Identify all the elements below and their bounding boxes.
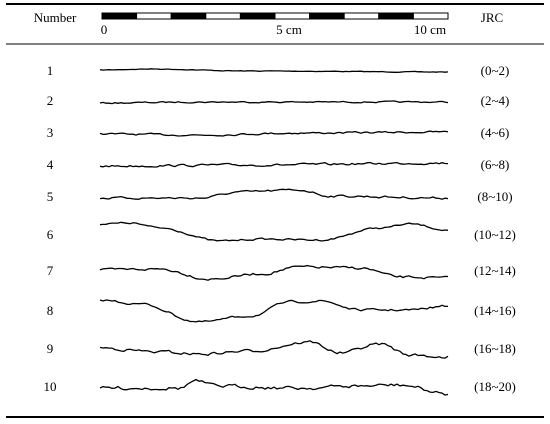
- profile: [99, 378, 449, 396]
- jrc-range: (2~4): [481, 93, 510, 108]
- jrc-range: (4~6): [481, 125, 510, 140]
- row-number: 6: [47, 227, 54, 242]
- scale-segment: [101, 12, 138, 20]
- scale-segment: [205, 12, 241, 20]
- profile: [99, 188, 449, 200]
- scale-segment: [170, 12, 207, 20]
- jrc-range: (16~18): [474, 341, 516, 356]
- jrc-range: (6~8): [481, 157, 510, 172]
- profile: [99, 161, 449, 168]
- row-number: 3: [47, 125, 54, 140]
- row-number: 2: [47, 93, 54, 108]
- row-number: 4: [47, 157, 54, 172]
- scale-segment: [239, 12, 276, 20]
- jrc-range: (8~10): [477, 189, 512, 204]
- row-number: 1: [47, 63, 54, 78]
- row-number: 5: [47, 189, 54, 204]
- row-number: 8: [47, 303, 54, 318]
- scale-label: 10 cm: [414, 22, 446, 37]
- profile: [99, 221, 449, 242]
- jrc-range: (18~20): [474, 379, 516, 394]
- profile: [99, 130, 449, 137]
- scale-segment: [136, 12, 172, 20]
- jrc-header: JRC: [481, 10, 503, 25]
- row-number: 9: [47, 341, 54, 356]
- number-header: Number: [34, 10, 77, 25]
- jrc-range: (0~2): [481, 63, 510, 78]
- scale-label: 0: [101, 22, 108, 37]
- row-number: 10: [44, 379, 57, 394]
- scale-segment: [378, 12, 414, 20]
- jrc-range: (12~14): [474, 263, 516, 278]
- profile: [99, 264, 449, 281]
- scale-segment: [412, 12, 449, 20]
- scale-label: 5 cm: [276, 22, 302, 37]
- scale-segment: [274, 12, 311, 20]
- profile: [99, 299, 448, 323]
- jrc-range: (14~16): [474, 303, 516, 318]
- profile: [99, 68, 449, 73]
- profile: [99, 100, 449, 105]
- scale-segment: [309, 12, 345, 20]
- scale-bar: [101, 12, 449, 20]
- row-number: 7: [47, 263, 54, 278]
- jrc-range: (10~12): [474, 227, 516, 242]
- scale-segment: [343, 12, 380, 20]
- profile: [99, 340, 449, 359]
